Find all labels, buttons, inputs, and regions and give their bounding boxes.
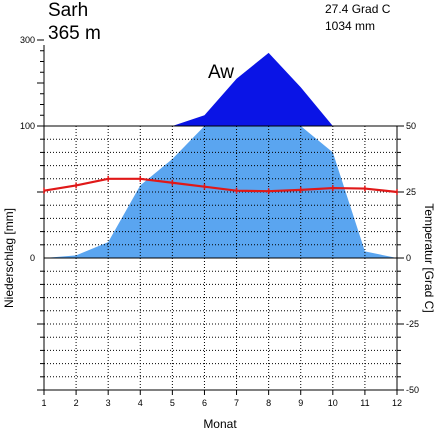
x-tick-label: 3: [106, 398, 111, 408]
climate-class: Aw: [208, 62, 234, 83]
right-tick-label: -50: [406, 385, 419, 395]
x-axis-label: Monat: [203, 417, 237, 430]
mean-temperature: 27.4 Grad C: [325, 2, 391, 16]
x-tick-label: 10: [328, 398, 338, 408]
left-tick-label: 100: [20, 121, 35, 131]
x-tick-label: 12: [392, 398, 402, 408]
left-tick-label: 300: [20, 35, 35, 45]
precipitation-area-high: [44, 52, 397, 126]
x-tick-label: 11: [360, 398, 369, 408]
right-tick-label: 50: [406, 121, 416, 131]
right-tick-label: -25: [406, 319, 419, 329]
left-axis-label: Niederschlag [mm]: [2, 208, 16, 308]
precipitation-areas: [44, 52, 397, 258]
temperature-line: [43, 177, 398, 194]
left-tick-label: 0: [30, 253, 35, 263]
x-tick-label: 4: [138, 398, 143, 408]
x-tick-label: 9: [298, 398, 303, 408]
annual-precipitation: 1034 mm: [325, 19, 375, 33]
station-name: Sarh: [48, 0, 88, 21]
x-tick-label: 2: [74, 398, 79, 408]
right-tick-label: 0: [406, 253, 411, 263]
right-tick-label: 25: [406, 187, 416, 197]
axes: [37, 39, 404, 395]
precipitation-area-low: [44, 126, 397, 258]
x-tick-label: 6: [202, 398, 207, 408]
x-tick-label: 8: [266, 398, 271, 408]
right-axis-label: Temperatur [Grad C]: [422, 203, 436, 312]
x-tick-label: 5: [170, 398, 175, 408]
temperature-series: [43, 175, 398, 195]
x-tick-label: 7: [234, 398, 239, 408]
elevation: 365 m: [48, 23, 101, 44]
x-tick-label: 1: [41, 398, 46, 408]
